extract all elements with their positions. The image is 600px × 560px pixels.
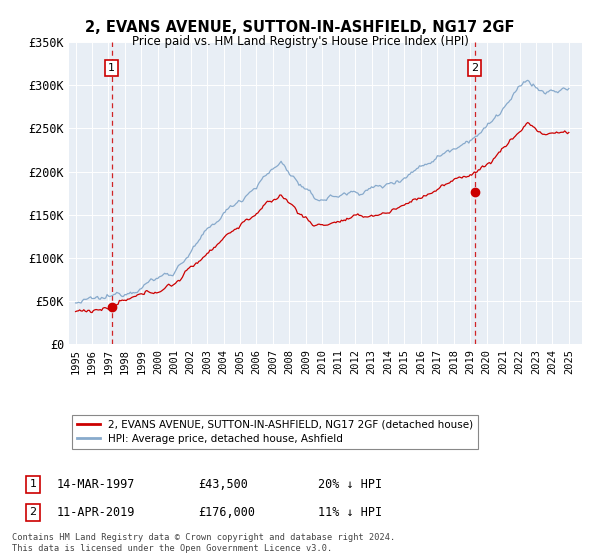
Text: 11-APR-2019: 11-APR-2019 — [57, 506, 136, 519]
Text: 1: 1 — [108, 63, 115, 73]
Legend: 2, EVANS AVENUE, SUTTON-IN-ASHFIELD, NG17 2GF (detached house), HPI: Average pri: 2, EVANS AVENUE, SUTTON-IN-ASHFIELD, NG1… — [71, 414, 478, 449]
Text: 20% ↓ HPI: 20% ↓ HPI — [318, 478, 382, 491]
Text: 1: 1 — [29, 479, 37, 489]
Text: Price paid vs. HM Land Registry's House Price Index (HPI): Price paid vs. HM Land Registry's House … — [131, 35, 469, 48]
Text: £176,000: £176,000 — [198, 506, 255, 519]
Text: 2: 2 — [29, 507, 37, 517]
Text: 2, EVANS AVENUE, SUTTON-IN-ASHFIELD, NG17 2GF: 2, EVANS AVENUE, SUTTON-IN-ASHFIELD, NG1… — [85, 20, 515, 35]
Text: 11% ↓ HPI: 11% ↓ HPI — [318, 506, 382, 519]
Text: Contains HM Land Registry data © Crown copyright and database right 2024.
This d: Contains HM Land Registry data © Crown c… — [12, 533, 395, 553]
Text: 14-MAR-1997: 14-MAR-1997 — [57, 478, 136, 491]
Text: 2: 2 — [471, 63, 478, 73]
Text: £43,500: £43,500 — [198, 478, 248, 491]
